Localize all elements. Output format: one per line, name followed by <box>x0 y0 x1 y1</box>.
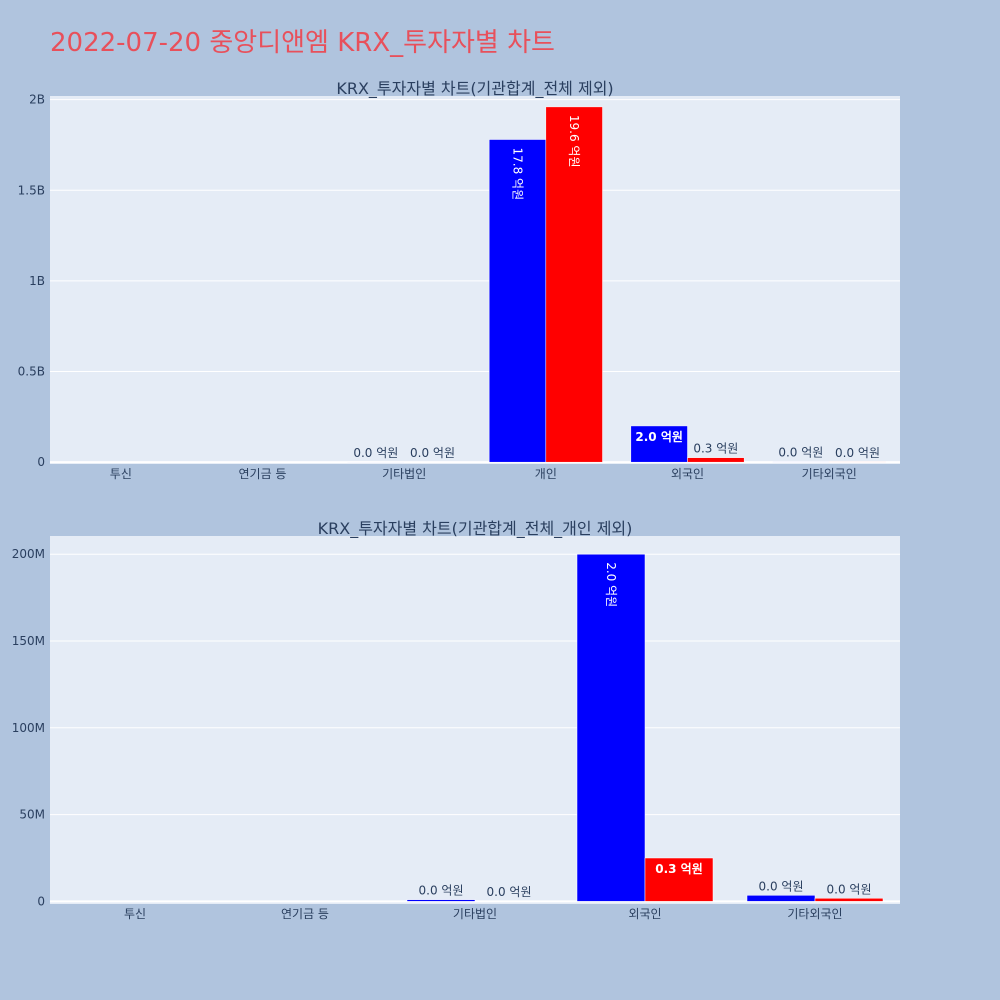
bar-data-label: 0.0 억원 <box>759 879 804 893</box>
y-tick-label: 50M <box>19 808 45 822</box>
y-tick-label: 1.5B <box>18 183 45 197</box>
bar <box>630 425 688 463</box>
bar <box>644 857 714 902</box>
bar-data-label: 17.8 억원 <box>511 148 525 201</box>
y-tick-label: 100M <box>12 721 45 735</box>
x-tick-label: 연기금 등 <box>239 467 287 481</box>
page-title: 2022-07-20 중앙디앤엠 KRX_투자자별 차트 <box>50 28 555 58</box>
x-tick-label: 외국인 <box>628 907 661 921</box>
x-tick-label: 투신 <box>110 467 132 481</box>
x-tick-label: 외국인 <box>671 467 704 481</box>
bar-data-label: 0.0 억원 <box>353 446 398 460</box>
y-tick-label: 1B <box>29 274 45 288</box>
chart-title-1: KRX_투자자별 차트(기관합계_전체 제외) <box>336 79 613 99</box>
x-tick-label: 기타외국인 <box>787 907 842 921</box>
bar-data-label: 0.0 억원 <box>827 882 872 896</box>
bar-data-label: 19.6 억원 <box>567 115 581 168</box>
bar <box>488 139 547 463</box>
plot-area-2 <box>50 536 900 904</box>
x-tick-label: 연기금 등 <box>281 907 329 921</box>
bar-data-label: 2.0 억원 <box>604 562 618 607</box>
y-tick-label: 0 <box>37 455 45 469</box>
bar <box>772 461 830 463</box>
y-tick-label: 0 <box>37 894 45 908</box>
y-tick-label: 200M <box>12 547 45 561</box>
bar-data-label: 0.0 억원 <box>419 884 464 898</box>
bar-data-label: 0.0 억원 <box>835 446 880 460</box>
bar <box>746 895 816 902</box>
y-tick-label: 2B <box>29 93 45 107</box>
bar-data-label: 2.0 억원 <box>635 430 683 444</box>
x-tick-label: 개인 <box>535 467 557 481</box>
x-tick-label: 기타법인 <box>382 467 426 481</box>
bar-data-label: 0.0 억원 <box>487 885 532 899</box>
bar <box>406 899 476 902</box>
bar <box>545 106 603 463</box>
y-tick-label: 0.5B <box>18 365 45 379</box>
bar-data-label: 0.0 억원 <box>778 446 823 460</box>
x-tick-label: 투신 <box>124 907 146 921</box>
bar-data-label: 0.3 억원 <box>655 862 703 876</box>
plot-area-1 <box>50 96 900 464</box>
bar <box>687 457 745 463</box>
bar <box>576 553 646 902</box>
bar <box>814 898 884 902</box>
bar-data-label: 0.3 억원 <box>693 442 738 456</box>
y-tick-label: 150M <box>12 634 45 648</box>
x-tick-label: 기타외국인 <box>802 467 857 481</box>
chart-title-2: KRX_투자자별 차트(기관합계_전체_개인 제외) <box>318 519 633 539</box>
x-tick-label: 기타법인 <box>453 907 497 921</box>
bar-data-label: 0.0 억원 <box>410 446 455 460</box>
